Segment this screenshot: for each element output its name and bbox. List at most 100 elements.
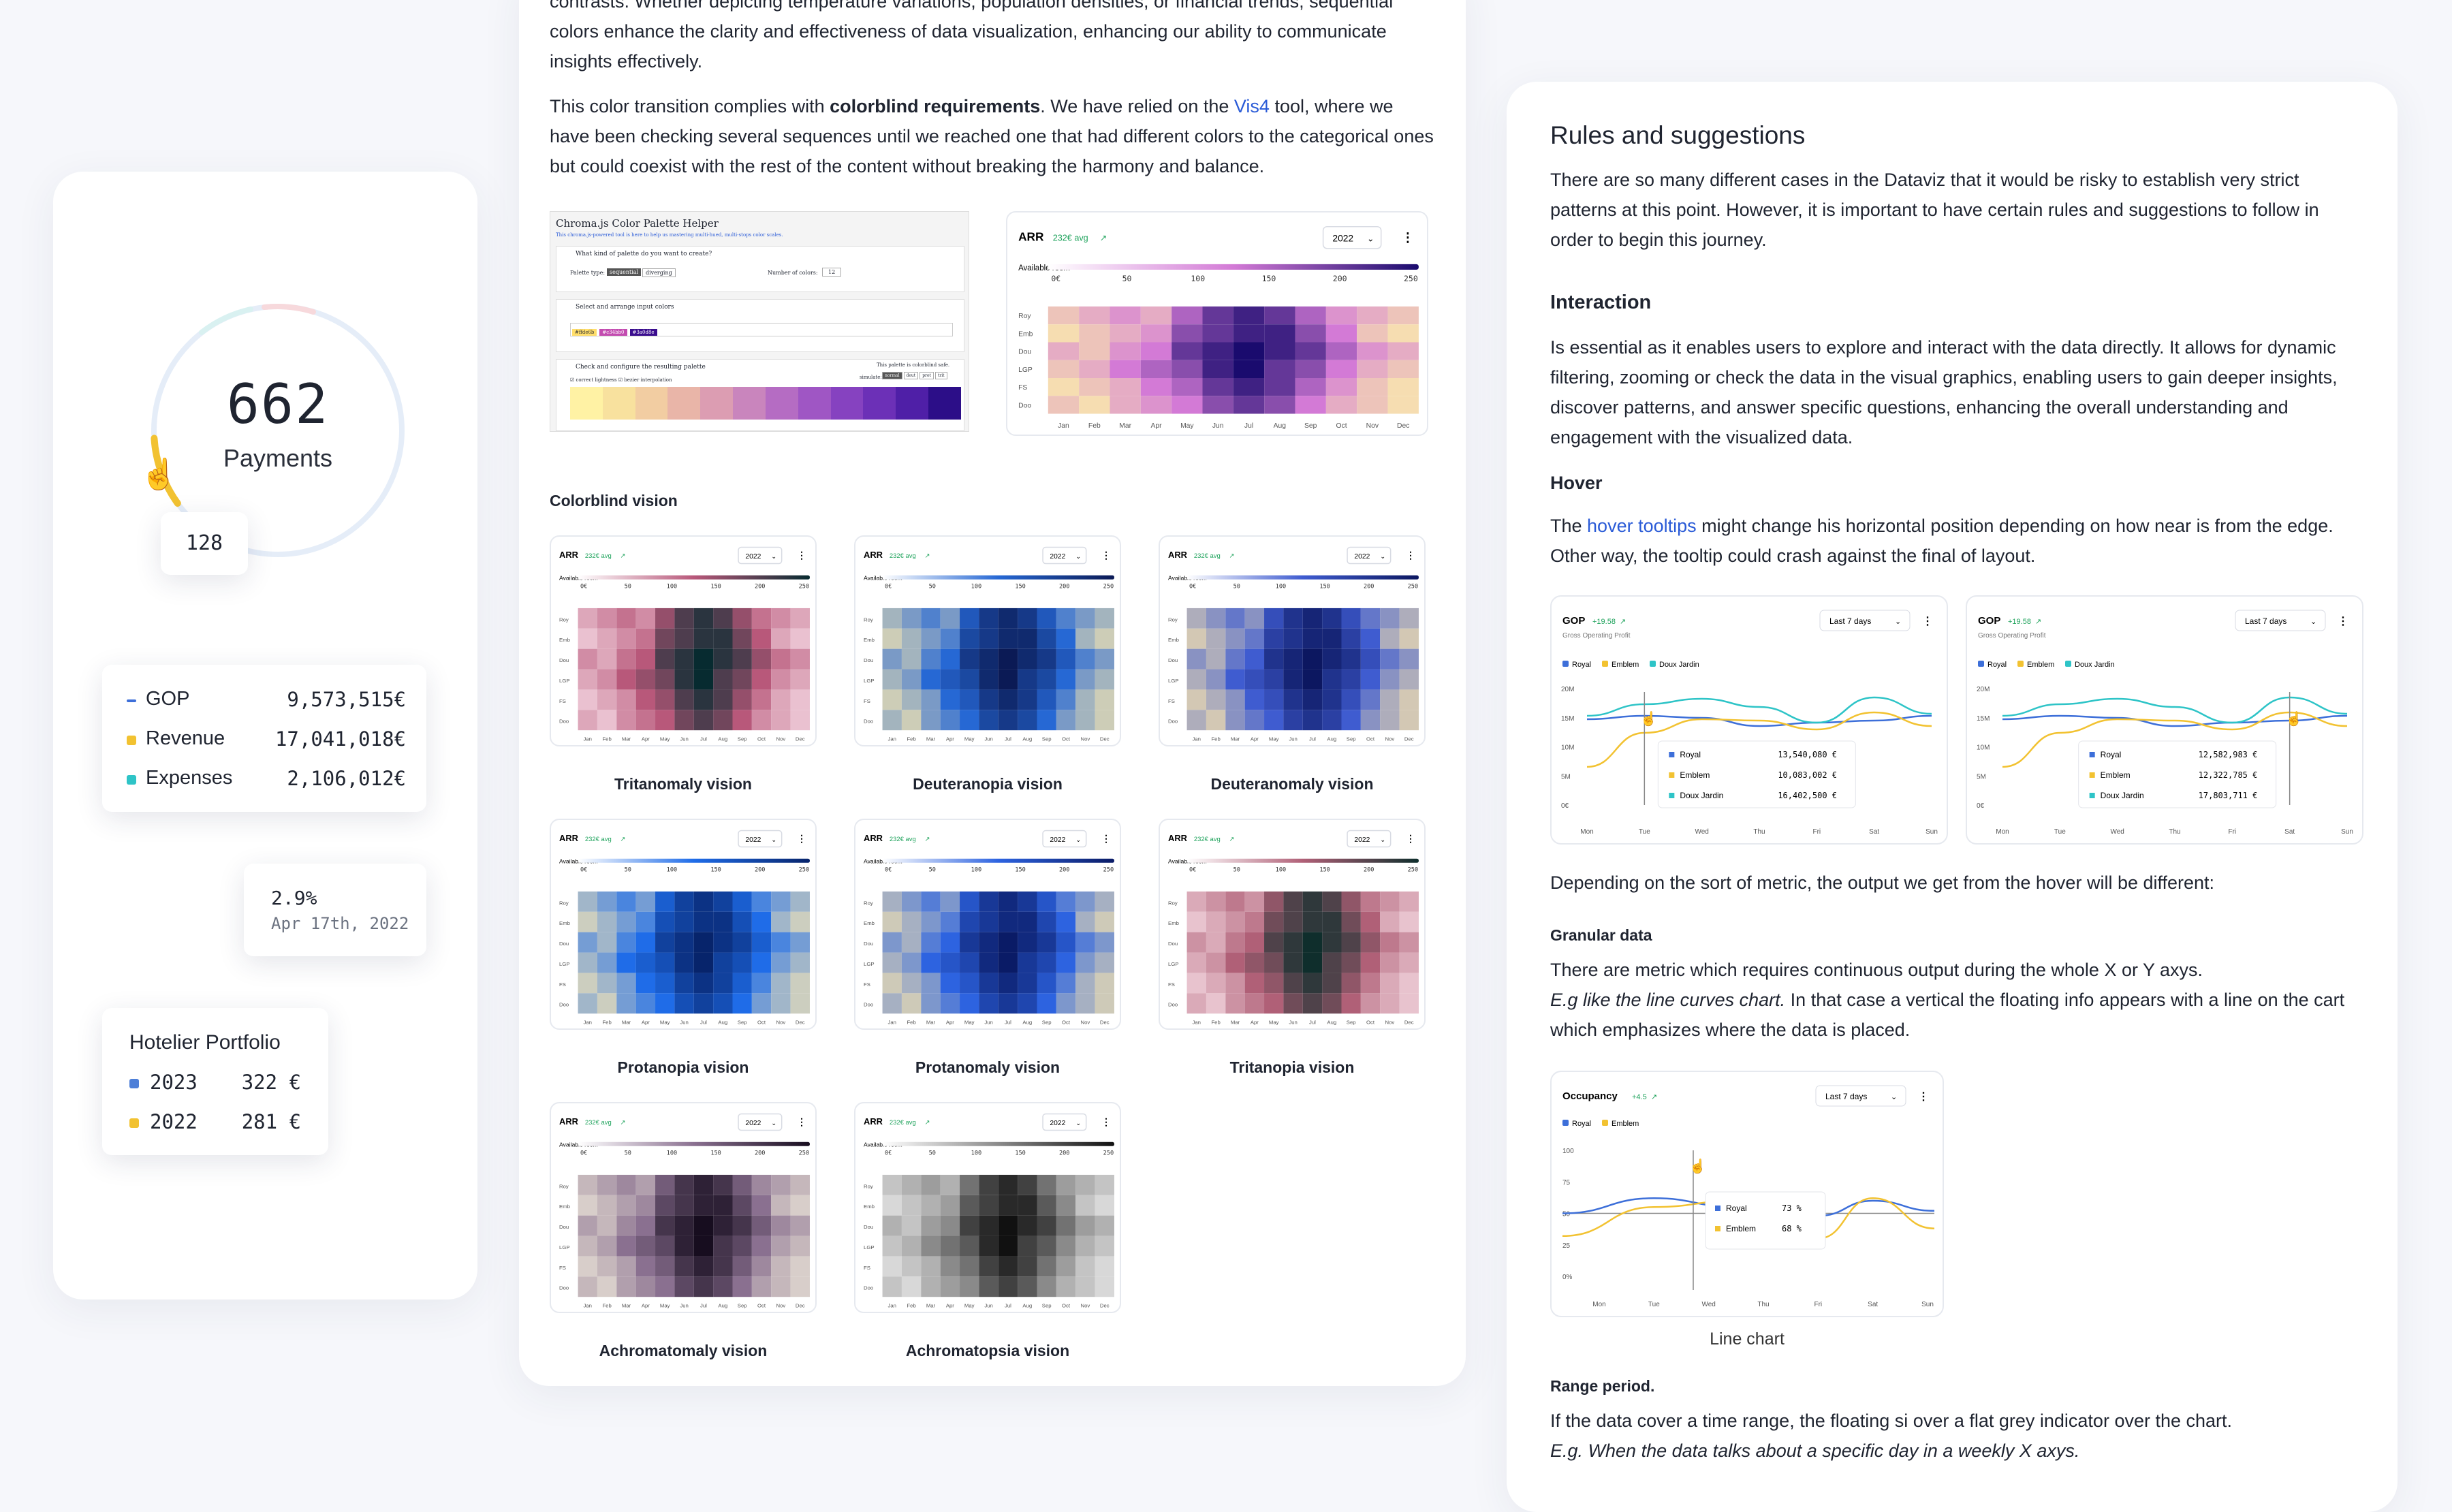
heatmap-cell[interactable] bbox=[882, 973, 902, 994]
heatmap-cell[interactable] bbox=[882, 710, 902, 731]
heatmap-cell[interactable] bbox=[578, 932, 597, 953]
heatmap-cell[interactable] bbox=[732, 710, 752, 731]
heatmap-cell[interactable] bbox=[1110, 342, 1141, 360]
heatmap-cell[interactable] bbox=[635, 1256, 656, 1277]
heatmap-cell[interactable] bbox=[921, 952, 941, 973]
heatmap-cell[interactable] bbox=[597, 973, 617, 994]
heatmap-cell[interactable] bbox=[1302, 993, 1323, 1014]
heatmap-cell[interactable] bbox=[1399, 710, 1419, 731]
heatmap-cell[interactable] bbox=[882, 993, 902, 1014]
heatmap-cell[interactable] bbox=[713, 1256, 733, 1277]
heatmap-cell[interactable] bbox=[1264, 396, 1295, 414]
heatmap-cell[interactable] bbox=[998, 932, 1018, 953]
heatmap-cell[interactable] bbox=[901, 973, 922, 994]
heatmap-cell[interactable] bbox=[1360, 710, 1381, 731]
heatmap-cell[interactable] bbox=[1037, 891, 1056, 912]
heatmap-cell[interactable] bbox=[790, 891, 810, 912]
heatmap-cell[interactable] bbox=[1056, 1235, 1076, 1257]
heatmap-cell[interactable] bbox=[578, 1195, 597, 1216]
heatmap-cell[interactable] bbox=[1018, 1276, 1037, 1297]
heatmap-cell[interactable] bbox=[578, 973, 597, 994]
heatmap-cell[interactable] bbox=[979, 710, 999, 731]
heatmap-cell[interactable] bbox=[1322, 891, 1342, 912]
heatmap-cell[interactable] bbox=[1018, 1174, 1037, 1195]
hover-tooltips-link[interactable]: hover tooltips bbox=[1587, 516, 1697, 536]
heatmap-cell[interactable] bbox=[1140, 342, 1172, 360]
heatmap-cell[interactable] bbox=[940, 628, 960, 649]
heatmap-cell[interactable] bbox=[597, 669, 617, 690]
heatmap-cell[interactable] bbox=[693, 952, 714, 973]
heatmap-cell[interactable] bbox=[1283, 669, 1303, 690]
heatmap-cell[interactable] bbox=[790, 689, 810, 710]
heatmap-cell[interactable] bbox=[1018, 1215, 1037, 1236]
heatmap-cell[interactable] bbox=[732, 891, 752, 912]
heatmap-cell[interactable] bbox=[732, 952, 752, 973]
heatmap-cell[interactable] bbox=[1206, 669, 1226, 690]
heatmap-cell[interactable] bbox=[960, 628, 979, 649]
heatmap-cell[interactable] bbox=[655, 911, 675, 932]
heatmap-cell[interactable] bbox=[1380, 911, 1400, 932]
heatmap-cell[interactable] bbox=[1048, 342, 1080, 360]
heatmap-cell[interactable] bbox=[751, 689, 772, 710]
heatmap-cell[interactable] bbox=[713, 952, 733, 973]
heatmap-cell[interactable] bbox=[1283, 648, 1303, 670]
heatmap-cell[interactable] bbox=[901, 952, 922, 973]
heatmap-cell[interactable] bbox=[882, 1195, 902, 1216]
heatmap-cell[interactable] bbox=[960, 648, 979, 670]
heatmap-cell[interactable] bbox=[1075, 932, 1095, 953]
heatmap-cell[interactable] bbox=[1056, 689, 1076, 710]
heatmap-cell[interactable] bbox=[940, 1195, 960, 1216]
heatmap-cell[interactable] bbox=[1244, 973, 1265, 994]
heatmap-cell[interactable] bbox=[1341, 648, 1361, 670]
heatmap-cell[interactable] bbox=[1186, 669, 1206, 690]
heatmap-cell[interactable] bbox=[998, 1215, 1018, 1236]
heatmap-cell[interactable] bbox=[940, 1235, 960, 1257]
heatmap-cell[interactable] bbox=[674, 911, 694, 932]
heatmap-cell[interactable] bbox=[1075, 608, 1095, 629]
heatmap-cell[interactable] bbox=[1186, 608, 1206, 629]
heatmap-cell[interactable] bbox=[1380, 932, 1400, 953]
heatmap-cell[interactable] bbox=[751, 891, 772, 912]
heatmap-cell[interactable] bbox=[940, 1276, 960, 1297]
heatmap-cell[interactable] bbox=[1075, 628, 1095, 649]
heatmap-cell[interactable] bbox=[1018, 689, 1037, 710]
more-vertical-icon[interactable]: ⋮ bbox=[1402, 230, 1414, 245]
heatmap-cell[interactable] bbox=[960, 973, 979, 994]
heatmap-cell[interactable] bbox=[1095, 710, 1114, 731]
heatmap-cell[interactable] bbox=[1186, 628, 1206, 649]
color-chip[interactable]: #ffde6b bbox=[572, 329, 597, 336]
heatmap-cell[interactable] bbox=[732, 1174, 752, 1195]
heatmap-cell[interactable] bbox=[1360, 973, 1381, 994]
heatmap-cell[interactable] bbox=[674, 952, 694, 973]
heatmap-cell[interactable] bbox=[1360, 648, 1381, 670]
heatmap-cell[interactable] bbox=[655, 608, 675, 629]
heatmap-cell[interactable] bbox=[1056, 1276, 1076, 1297]
heatmap-cell[interactable] bbox=[1075, 973, 1095, 994]
heatmap-cell[interactable] bbox=[1360, 628, 1381, 649]
heatmap-cell[interactable] bbox=[1357, 324, 1388, 343]
heatmap-cell[interactable] bbox=[882, 608, 902, 629]
heatmap-cell[interactable] bbox=[1295, 306, 1326, 325]
heatmap-cell[interactable] bbox=[751, 952, 772, 973]
heatmap-cell[interactable] bbox=[790, 1235, 810, 1257]
heatmap-cell[interactable] bbox=[1018, 628, 1037, 649]
heatmap-cell[interactable] bbox=[655, 689, 675, 710]
heatmap-cell[interactable] bbox=[1056, 932, 1076, 953]
heatmap-cell[interactable] bbox=[979, 1174, 999, 1195]
year-dropdown[interactable] bbox=[1042, 546, 1087, 565]
heatmap-cell[interactable] bbox=[1206, 952, 1226, 973]
heatmap-cell[interactable] bbox=[635, 669, 656, 690]
heatmap-cell[interactable] bbox=[693, 1256, 714, 1277]
heatmap-cell[interactable] bbox=[597, 1195, 617, 1216]
heatmap-cell[interactable] bbox=[1202, 378, 1233, 396]
simulate-prot[interactable]: prot bbox=[920, 372, 934, 379]
heatmap-cell[interactable] bbox=[1387, 306, 1419, 325]
heatmap-cell[interactable] bbox=[979, 993, 999, 1014]
heatmap-cell[interactable] bbox=[1095, 1256, 1114, 1277]
heatmap-cell[interactable] bbox=[578, 1256, 597, 1277]
heatmap-cell[interactable] bbox=[1380, 608, 1400, 629]
heatmap-cell[interactable] bbox=[1202, 396, 1233, 414]
heatmap-cell[interactable] bbox=[635, 993, 656, 1014]
heatmap-cell[interactable] bbox=[655, 993, 675, 1014]
heatmap-cell[interactable] bbox=[1302, 973, 1323, 994]
